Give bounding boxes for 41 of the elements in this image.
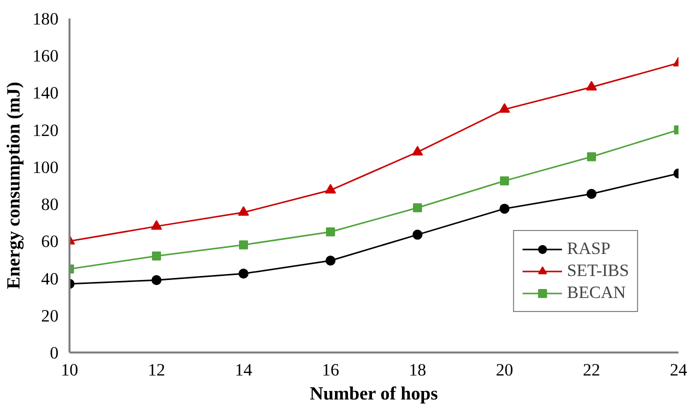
x-tick-label: 10 [60, 360, 78, 380]
point [151, 220, 162, 230]
y-tick-label: 120 [32, 120, 59, 140]
point [325, 184, 336, 194]
x-tick-label: 22 [582, 360, 600, 380]
y-tick-label: 180 [32, 10, 59, 28]
legend-label: SET-IBS [567, 261, 629, 281]
point [238, 268, 248, 279]
y-axis-title: Energy consumption (mJ) [4, 82, 25, 290]
y-tick-label: 100 [32, 158, 59, 177]
x-tick-label: 14 [234, 360, 252, 380]
y-tick-label: 80 [41, 195, 58, 214]
point [500, 204, 510, 214]
point [412, 146, 423, 156]
x-tick-label: 18 [408, 360, 426, 380]
x-axis-title: Number of hops [310, 384, 438, 404]
y-tick-label: 20 [41, 306, 58, 326]
point [413, 203, 422, 212]
point [152, 252, 161, 261]
point [586, 188, 596, 199]
point [152, 275, 162, 286]
y-tick-label: 140 [32, 84, 59, 103]
legend-label: BECAN [567, 283, 626, 303]
point [326, 256, 336, 266]
x-tick-label: 16 [322, 360, 340, 380]
y-tick-label: 160 [32, 46, 59, 66]
legend-label: RASP [567, 239, 610, 259]
x-tick-label: 12 [148, 360, 166, 380]
y-tick-label: 60 [41, 232, 58, 252]
y-tick-label: 0 [50, 344, 59, 362]
y-tick-label: 40 [41, 269, 58, 288]
point [499, 103, 510, 113]
point [238, 206, 249, 216]
x-tick-label: 24 [670, 360, 688, 380]
point [239, 240, 248, 250]
point [500, 176, 509, 186]
x-tick-label: 20 [496, 360, 514, 380]
point [326, 227, 335, 236]
point [586, 80, 597, 91]
point [587, 152, 596, 162]
point [412, 230, 422, 240]
